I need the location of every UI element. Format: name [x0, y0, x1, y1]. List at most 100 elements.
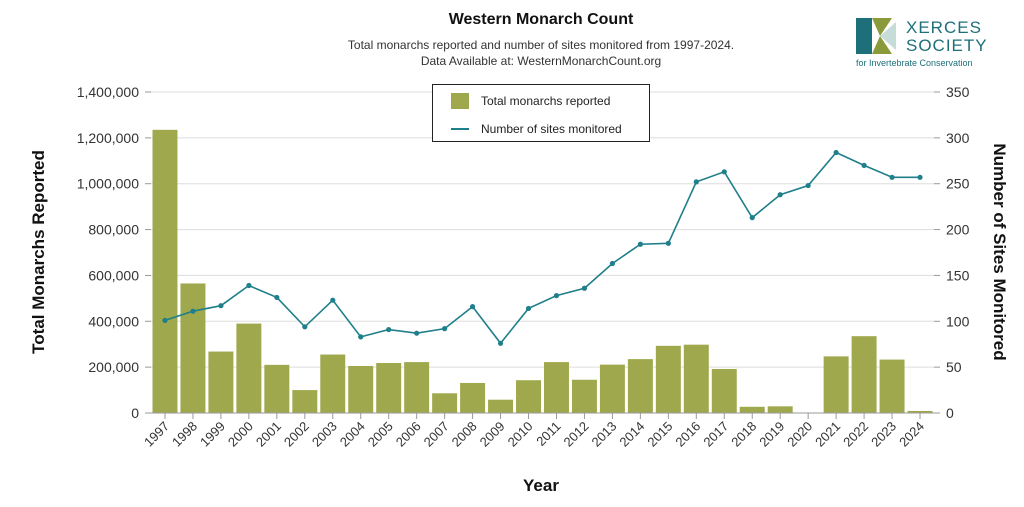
- line-series: [162, 149, 923, 346]
- x-tick-label: 2019: [756, 419, 787, 450]
- logo-tagline: for Invertebrate Conservation: [856, 58, 973, 68]
- logo-word-society: SOCIETY: [906, 36, 988, 55]
- y2-tick-label: 0: [946, 405, 954, 421]
- y-tick-label: 200,000: [88, 359, 139, 375]
- sites-point: [358, 334, 364, 340]
- sites-point: [805, 182, 811, 189]
- sites-point: [553, 293, 560, 299]
- y2-tick-label: 150: [946, 267, 970, 283]
- bar: [683, 344, 709, 413]
- sites-line: [164, 151, 921, 345]
- sites-point: [302, 324, 308, 330]
- x-tick-label: 2007: [421, 419, 452, 450]
- y2-tick-label: 250: [946, 176, 970, 192]
- bar: [739, 406, 765, 413]
- xerces-logo: XERCES SOCIETY for Invertebrate Conserva…: [852, 16, 1002, 72]
- x-tick-label: 2016: [672, 419, 703, 450]
- chart-source-note: Data Available at: WesternMonarchCount.o…: [420, 54, 662, 68]
- bar: [180, 283, 206, 413]
- bar: [432, 393, 458, 413]
- y2-tick-label: 200: [946, 222, 970, 238]
- sites-point: [386, 326, 392, 333]
- sites-point: [246, 282, 252, 289]
- bar: [320, 354, 346, 413]
- sites-point: [609, 260, 616, 267]
- legend-item-monarchs: Total monarchs reported: [451, 93, 610, 109]
- sites-point: [218, 303, 224, 309]
- xerces-x-icon: [856, 18, 896, 54]
- x-axis-label: Year: [523, 476, 559, 495]
- x-tick-label: 2020: [784, 419, 815, 450]
- x-tick-label: 2017: [700, 419, 731, 450]
- sites-point: [889, 174, 895, 180]
- sites-point: [190, 308, 196, 314]
- x-tick-label: 2005: [365, 419, 396, 450]
- bar: [767, 406, 793, 413]
- bar: [488, 399, 514, 413]
- x-tick-label: 2004: [337, 419, 368, 450]
- sites-point: [833, 149, 839, 156]
- sites-point: [469, 304, 476, 310]
- y-tick-label: 400,000: [88, 313, 139, 329]
- x-tick-label: 2003: [309, 419, 340, 450]
- sites-point: [861, 162, 867, 168]
- x-tick-label: 2018: [728, 419, 759, 450]
- bar-series: [152, 129, 933, 413]
- bar: [879, 359, 905, 413]
- y-tick-label: 1,000,000: [77, 176, 139, 192]
- x-tick-label: 2000: [225, 419, 256, 450]
- x-tick-label: 2022: [840, 419, 871, 450]
- y-tick-label: 0: [131, 405, 139, 421]
- bar: [292, 390, 318, 413]
- x-tick-label: 2014: [616, 419, 647, 450]
- x-tick-label: 2009: [477, 419, 508, 450]
- bar: [823, 356, 849, 413]
- y2-tick-label: 100: [946, 313, 970, 329]
- x-tick-label: 2013: [588, 419, 619, 450]
- bar: [264, 364, 290, 413]
- y-tick-label: 800,000: [88, 222, 139, 238]
- legend-bar-swatch: [451, 93, 469, 109]
- logo-word-xerces: XERCES: [906, 18, 982, 37]
- bar: [460, 382, 486, 413]
- x-tick-label: 2021: [812, 419, 843, 450]
- bar: [208, 351, 234, 413]
- sites-point: [581, 285, 588, 291]
- legend-line-swatch: [451, 127, 469, 130]
- x-tick-label: 2023: [868, 419, 899, 450]
- sites-point: [497, 340, 504, 346]
- bar: [711, 368, 737, 413]
- sites-point: [274, 294, 280, 301]
- y-tick-label: 1,200,000: [77, 130, 139, 146]
- sites-point: [693, 179, 699, 185]
- sites-point: [414, 330, 420, 336]
- legend-label-monarchs: Total monarchs reported: [481, 94, 611, 108]
- sites-point: [330, 297, 336, 303]
- bar: [404, 362, 430, 413]
- legend-item-sites: Number of sites monitored: [451, 121, 622, 136]
- sites-point: [442, 326, 448, 332]
- y2-tick-label: 300: [946, 130, 970, 146]
- x-tick-label: 2015: [644, 419, 675, 450]
- chart-subtitle: Total monarchs reported and number of si…: [347, 38, 735, 52]
- sites-point: [162, 317, 168, 323]
- bar: [152, 129, 178, 413]
- sites-point: [749, 215, 755, 221]
- legend: Total monarchs reported Number of sites …: [432, 84, 650, 142]
- x-tick-label: 2010: [505, 419, 536, 450]
- x-tick-label: 2012: [561, 419, 592, 450]
- y2-tick-label: 350: [946, 84, 970, 100]
- sites-point: [637, 241, 643, 247]
- bar: [571, 379, 597, 413]
- sites-point: [525, 305, 532, 312]
- bar: [348, 365, 374, 413]
- sites-point: [777, 192, 783, 198]
- x-tick-label: 1999: [197, 419, 228, 450]
- bar: [516, 380, 541, 413]
- bar: [599, 364, 625, 413]
- x-tick-label: 1997: [141, 419, 172, 450]
- x-tick-label: 2006: [393, 419, 424, 450]
- y2-axis-label: Number of Sites Monitored: [990, 143, 1009, 360]
- sites-point: [665, 240, 671, 246]
